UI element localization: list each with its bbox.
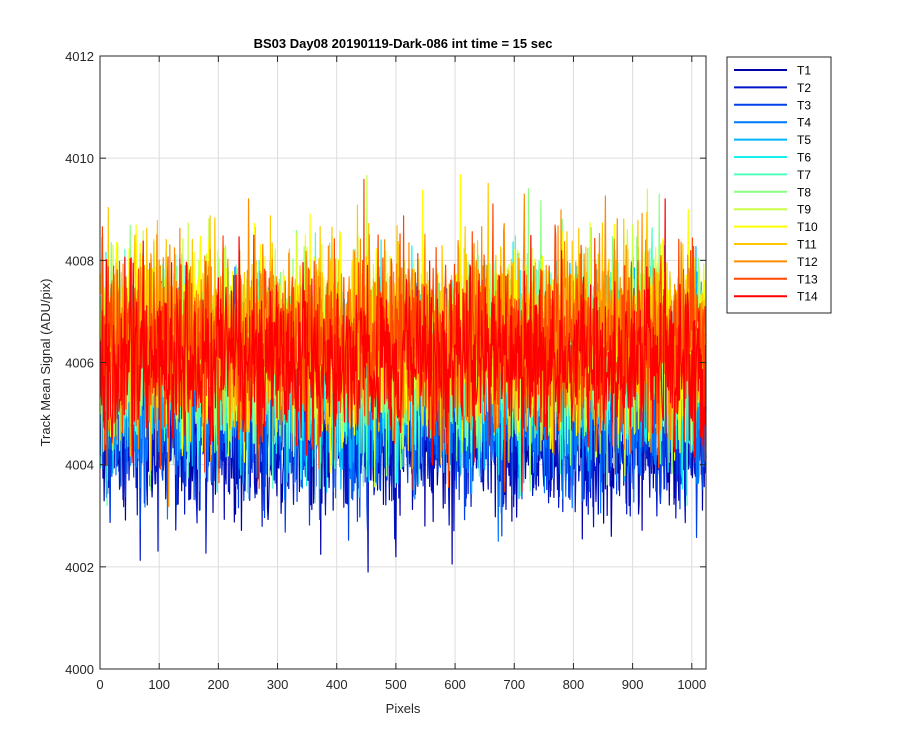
legend: T1 T2 T3 T4 T5 T6 T7 T8 T9 T10 T11 T12 T13 T14 <box>726 56 832 314</box>
series-line-t14 <box>99 198 707 493</box>
x-tick-label: 500 <box>385 677 407 692</box>
y-axis-label: Track Mean Signal (ADU/pix) <box>38 279 53 447</box>
legend-label-t1: T1 <box>797 64 811 78</box>
x-tick-label: 700 <box>503 677 525 692</box>
legend-label-t7: T7 <box>797 168 811 182</box>
y-tick-label: 4000 <box>65 662 94 677</box>
x-tick-label: 800 <box>563 677 585 692</box>
legend-label-t4: T4 <box>797 116 811 130</box>
x-tick-label: 0 <box>96 677 103 692</box>
legend-label-t2: T2 <box>797 81 811 95</box>
x-axis-label: Pixels <box>386 701 421 716</box>
legend-label-t12: T12 <box>797 255 818 269</box>
x-tick-label: 600 <box>444 677 466 692</box>
legend-label-t14: T14 <box>797 290 818 304</box>
series-layer <box>99 174 707 573</box>
legend-label-t10: T10 <box>797 220 818 234</box>
y-tick-label: 4002 <box>65 560 94 575</box>
legend-label-t13: T13 <box>797 272 818 286</box>
y-tick-label: 4010 <box>65 151 94 166</box>
x-tick-label: 900 <box>622 677 644 692</box>
legend-label-t11: T11 <box>797 238 817 252</box>
y-tick-label: 4006 <box>65 356 94 371</box>
x-tick-label: 200 <box>208 677 230 692</box>
legend-box <box>726 56 832 314</box>
legend-label-t6: T6 <box>797 151 811 165</box>
x-tick-label: 300 <box>267 677 289 692</box>
legend-label-t5: T5 <box>797 133 811 147</box>
legend-label-t9: T9 <box>797 203 811 217</box>
chart-title: BS03 Day08 20190119-Dark-086 int time = … <box>254 36 553 51</box>
x-tick-label: 1000 <box>677 677 706 692</box>
x-tick-label: 400 <box>326 677 348 692</box>
legend-label-t3: T3 <box>797 98 811 112</box>
y-tick-label: 4012 <box>65 49 94 64</box>
y-tick-label: 4004 <box>65 458 94 473</box>
y-tick-label: 4008 <box>65 253 94 268</box>
tick-layer: 0 100 200 300 400 500 600 700 800 900 1000 4000 4002… <box>65 49 706 692</box>
x-tick-label: 100 <box>148 677 170 692</box>
legend-label-t8: T8 <box>797 185 811 199</box>
